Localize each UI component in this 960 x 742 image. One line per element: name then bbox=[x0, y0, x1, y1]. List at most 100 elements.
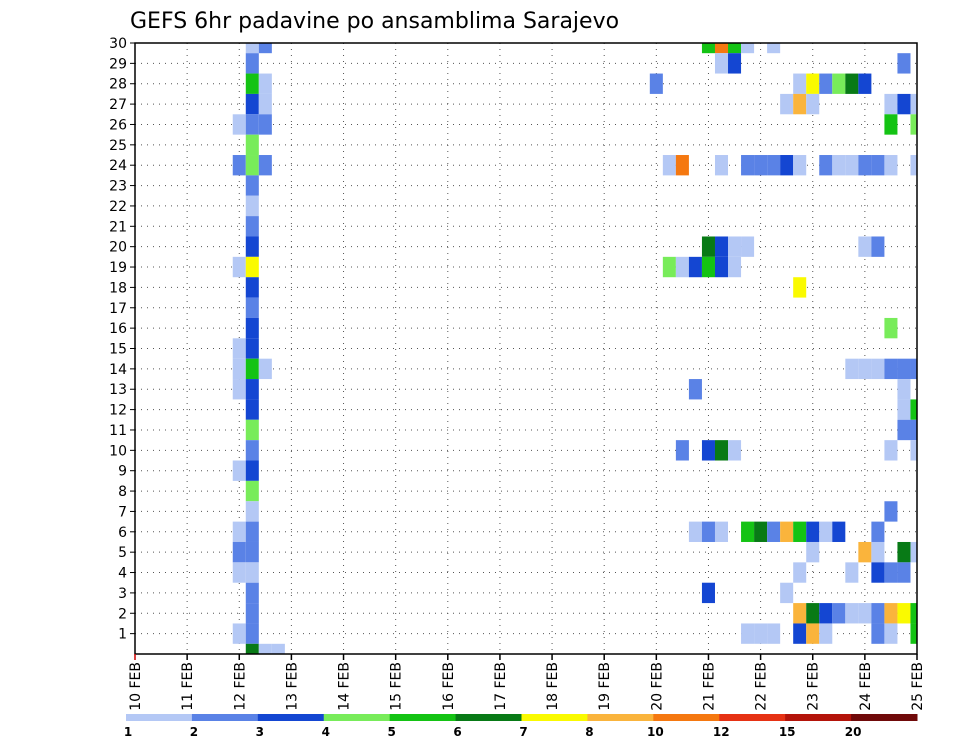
heatmap-cell bbox=[871, 623, 885, 644]
heatmap-cell bbox=[845, 358, 859, 380]
legend-swatch bbox=[126, 714, 193, 721]
heatmap-cell bbox=[910, 603, 917, 624]
legend-label: 5 bbox=[387, 725, 395, 739]
heatmap-cell bbox=[806, 521, 820, 542]
y-tick-label: 26 bbox=[109, 117, 127, 133]
heatmap-cell bbox=[649, 73, 663, 94]
heatmap-cell bbox=[741, 236, 755, 257]
heatmap-cell bbox=[793, 155, 807, 176]
x-tick-label: 20 FEB bbox=[649, 662, 665, 711]
heatmap-cell bbox=[845, 73, 859, 94]
heatmap-cell bbox=[910, 623, 917, 644]
heatmap-cell bbox=[245, 297, 259, 318]
heatmap-cell bbox=[245, 623, 259, 644]
y-tick-label: 10 bbox=[109, 443, 127, 459]
heatmap-cell bbox=[767, 43, 781, 54]
legend-label: 20 bbox=[845, 725, 862, 739]
heatmap-cell bbox=[910, 541, 917, 563]
heatmap-cell bbox=[871, 236, 885, 257]
heatmap-cell bbox=[793, 93, 807, 115]
heatmap-cell bbox=[832, 521, 846, 542]
heatmap-cell bbox=[662, 155, 676, 176]
color-legend: 1 2 3 4 5 6 7 8 10 12 15 20 bbox=[124, 714, 918, 739]
heatmap-cell bbox=[754, 155, 768, 176]
heatmap-cell bbox=[884, 440, 898, 461]
heatmap-cell bbox=[701, 521, 715, 542]
legend-swatch bbox=[653, 714, 720, 721]
legend-swatch bbox=[785, 714, 852, 721]
legend-swatch bbox=[587, 714, 654, 721]
heatmap-cell bbox=[701, 440, 715, 461]
heatmap-cell bbox=[871, 358, 885, 380]
y-tick-label: 18 bbox=[109, 280, 127, 296]
heatmap-cell bbox=[871, 521, 885, 542]
heatmap-cell bbox=[245, 73, 259, 94]
legend-swatch bbox=[389, 714, 457, 721]
y-tick-label: 3 bbox=[118, 586, 127, 602]
y-tick-label: 6 bbox=[118, 525, 127, 541]
heatmap-cell bbox=[858, 603, 872, 624]
heatmap-cell bbox=[245, 521, 259, 542]
y-tick-label: 4 bbox=[118, 566, 127, 582]
x-tick-label: 18 FEB bbox=[545, 662, 561, 711]
heatmap-cell bbox=[871, 155, 885, 176]
legend-label: 10 bbox=[647, 725, 664, 739]
heatmap-cell bbox=[728, 43, 742, 54]
heatmap-cell bbox=[793, 521, 807, 542]
heatmap-cell bbox=[819, 155, 833, 176]
y-tick-label: 22 bbox=[109, 199, 127, 215]
heatmap-cell bbox=[741, 43, 755, 54]
y-tick-label: 29 bbox=[109, 56, 127, 72]
legend-label: 8 bbox=[585, 725, 593, 739]
heatmap-cell bbox=[897, 93, 911, 115]
legend-swatch bbox=[257, 714, 325, 721]
heatmap-cell bbox=[897, 419, 911, 441]
heatmap-cell bbox=[258, 643, 272, 654]
x-tick-label: 16 FEB bbox=[441, 662, 457, 711]
legend-label: 2 bbox=[190, 725, 198, 739]
x-tick-label: 14 FEB bbox=[337, 662, 353, 711]
legend-label: 1 bbox=[124, 725, 132, 739]
heatmap-cell bbox=[675, 256, 689, 278]
heatmap-cell bbox=[258, 358, 272, 380]
x-tick-label: 15 FEB bbox=[389, 662, 405, 711]
heatmap-cell bbox=[245, 236, 259, 257]
heatmap-cell bbox=[741, 155, 755, 176]
heatmap-cell bbox=[884, 114, 898, 135]
heatmap-cell bbox=[232, 358, 246, 380]
x-tick-label: 25 FEB bbox=[910, 662, 926, 711]
heatmap-cell bbox=[858, 358, 872, 380]
heatmap-cell bbox=[258, 114, 272, 135]
heatmap-cell bbox=[793, 73, 807, 94]
heatmap-cell bbox=[714, 53, 729, 74]
y-tick-label: 9 bbox=[118, 464, 127, 480]
heatmap-cell bbox=[232, 379, 246, 400]
heatmap-cell bbox=[245, 195, 259, 217]
heatmap-cell bbox=[232, 338, 246, 359]
heatmap-cell bbox=[258, 155, 272, 176]
x-tick-label: 11 FEB bbox=[180, 662, 196, 711]
heatmap-cell bbox=[897, 53, 911, 74]
heatmap-cell bbox=[245, 358, 259, 380]
heatmap-cell bbox=[871, 603, 885, 624]
legend-label: 15 bbox=[779, 725, 796, 739]
heatmap-cell bbox=[245, 643, 259, 654]
y-tick-label: 20 bbox=[109, 240, 127, 256]
heatmap-cell bbox=[714, 440, 729, 461]
legend-swatch bbox=[719, 714, 786, 721]
heatmap-cell bbox=[271, 643, 285, 654]
heatmap-cell bbox=[884, 562, 898, 583]
heatmap-cell bbox=[819, 521, 833, 542]
heatmap-cell bbox=[780, 155, 794, 176]
y-tick-label: 19 bbox=[109, 260, 127, 276]
heatmap-cell bbox=[245, 155, 259, 176]
heatmap-cell bbox=[910, 358, 917, 380]
heatmap-cell bbox=[793, 623, 807, 644]
heatmap-cell bbox=[806, 541, 820, 563]
y-tick-label: 14 bbox=[109, 362, 127, 378]
heatmap-cell bbox=[245, 93, 259, 115]
heatmap-cell bbox=[245, 460, 259, 481]
y-tick-label: 15 bbox=[109, 342, 127, 358]
heatmap-cell bbox=[793, 603, 807, 624]
legend-label: 12 bbox=[713, 725, 730, 739]
